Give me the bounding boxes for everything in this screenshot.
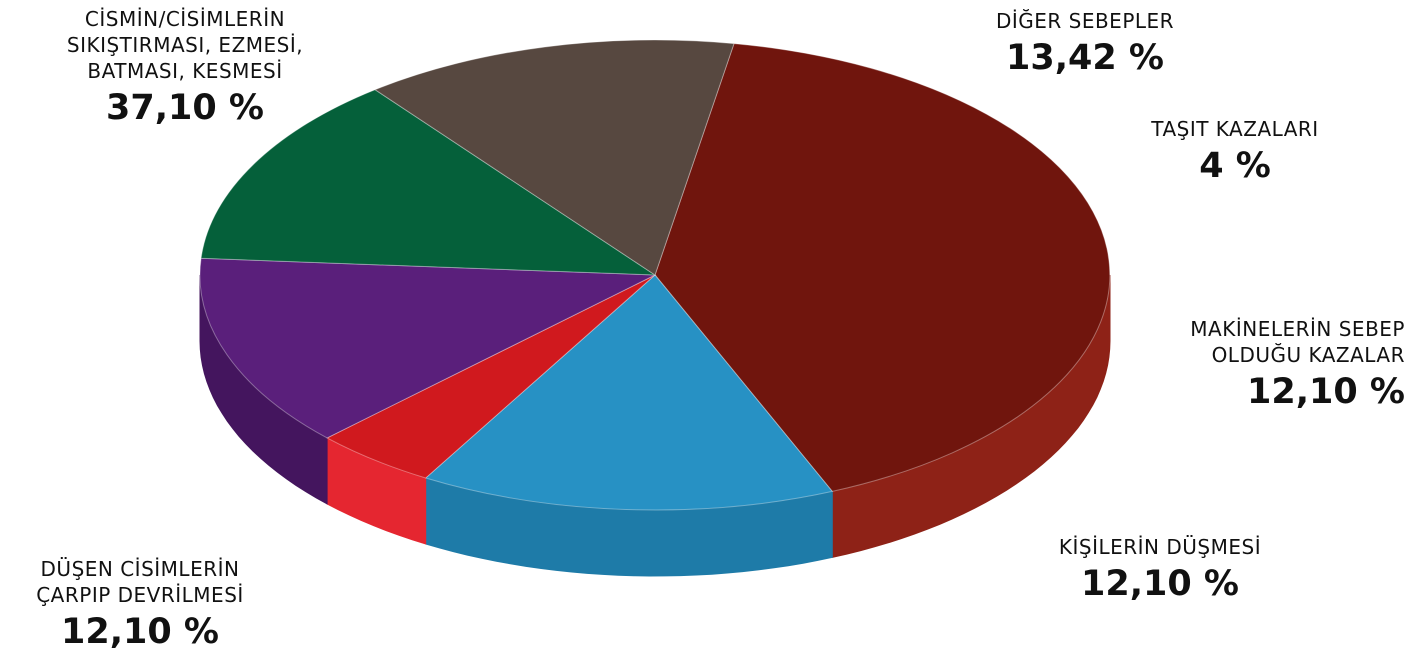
- pie-tops: [199, 39, 1111, 511]
- slice-label-other: DİĞER SEBEPLER 13,42 %: [960, 8, 1210, 78]
- slice-label-crushing: CİSMİN/CİSİMLERİN SIKIŞTIRMASI, EZMESİ, …: [30, 6, 340, 128]
- slice-name-other: DİĞER SEBEPLER: [995, 9, 1175, 33]
- slice-name-vehicle: TAŞIT KAZALARI: [1151, 117, 1319, 141]
- pie-slice-machine: [199, 257, 656, 439]
- slice-value-falling-objects: 12,10 %: [61, 612, 219, 652]
- slice-value-other: 13,42 %: [1006, 38, 1164, 78]
- slice-label-falling-objects: DÜŞEN CİSİMLERİN ÇARPIP DEVRİLMESİ 12,10…: [0, 556, 280, 652]
- slice-label-vehicle: TAŞIT KAZALARI 4 %: [1120, 116, 1350, 186]
- slice-name-crushing: CİSMİN/CİSİMLERİN SIKIŞTIRMASI, EZMESİ, …: [66, 7, 304, 83]
- pie-slice-falling-person: [200, 89, 657, 276]
- slice-label-machine: MAKİNELERİN SEBEP OLDUĞU KAZALAR 12,10 %: [1080, 316, 1405, 412]
- slice-value-machine: 12,10 %: [1247, 372, 1405, 412]
- slice-value-crushing: 37,10 %: [106, 88, 264, 128]
- pie-slice-crushing: [654, 43, 1111, 492]
- pie-slice-vehicle: [326, 274, 656, 479]
- slice-label-falling-person: KİŞİLERİN DÜŞMESİ 12,10 %: [1010, 534, 1310, 604]
- slice-name-falling-person: KİŞİLERİN DÜŞMESİ: [1058, 535, 1262, 559]
- slice-value-falling-person: 12,10 %: [1081, 564, 1239, 604]
- slice-name-machine: MAKİNELERİN SEBEP OLDUĞU KAZALAR: [1190, 317, 1405, 367]
- pie-slice-falling-objects: [374, 39, 735, 276]
- pie-sides: [199, 274, 1111, 577]
- pie-slice-other: [424, 274, 834, 511]
- slice-value-vehicle: 4 %: [1199, 146, 1271, 186]
- slice-name-falling-objects: DÜŞEN CİSİMLERİN ÇARPIP DEVRİLMESİ: [36, 557, 244, 607]
